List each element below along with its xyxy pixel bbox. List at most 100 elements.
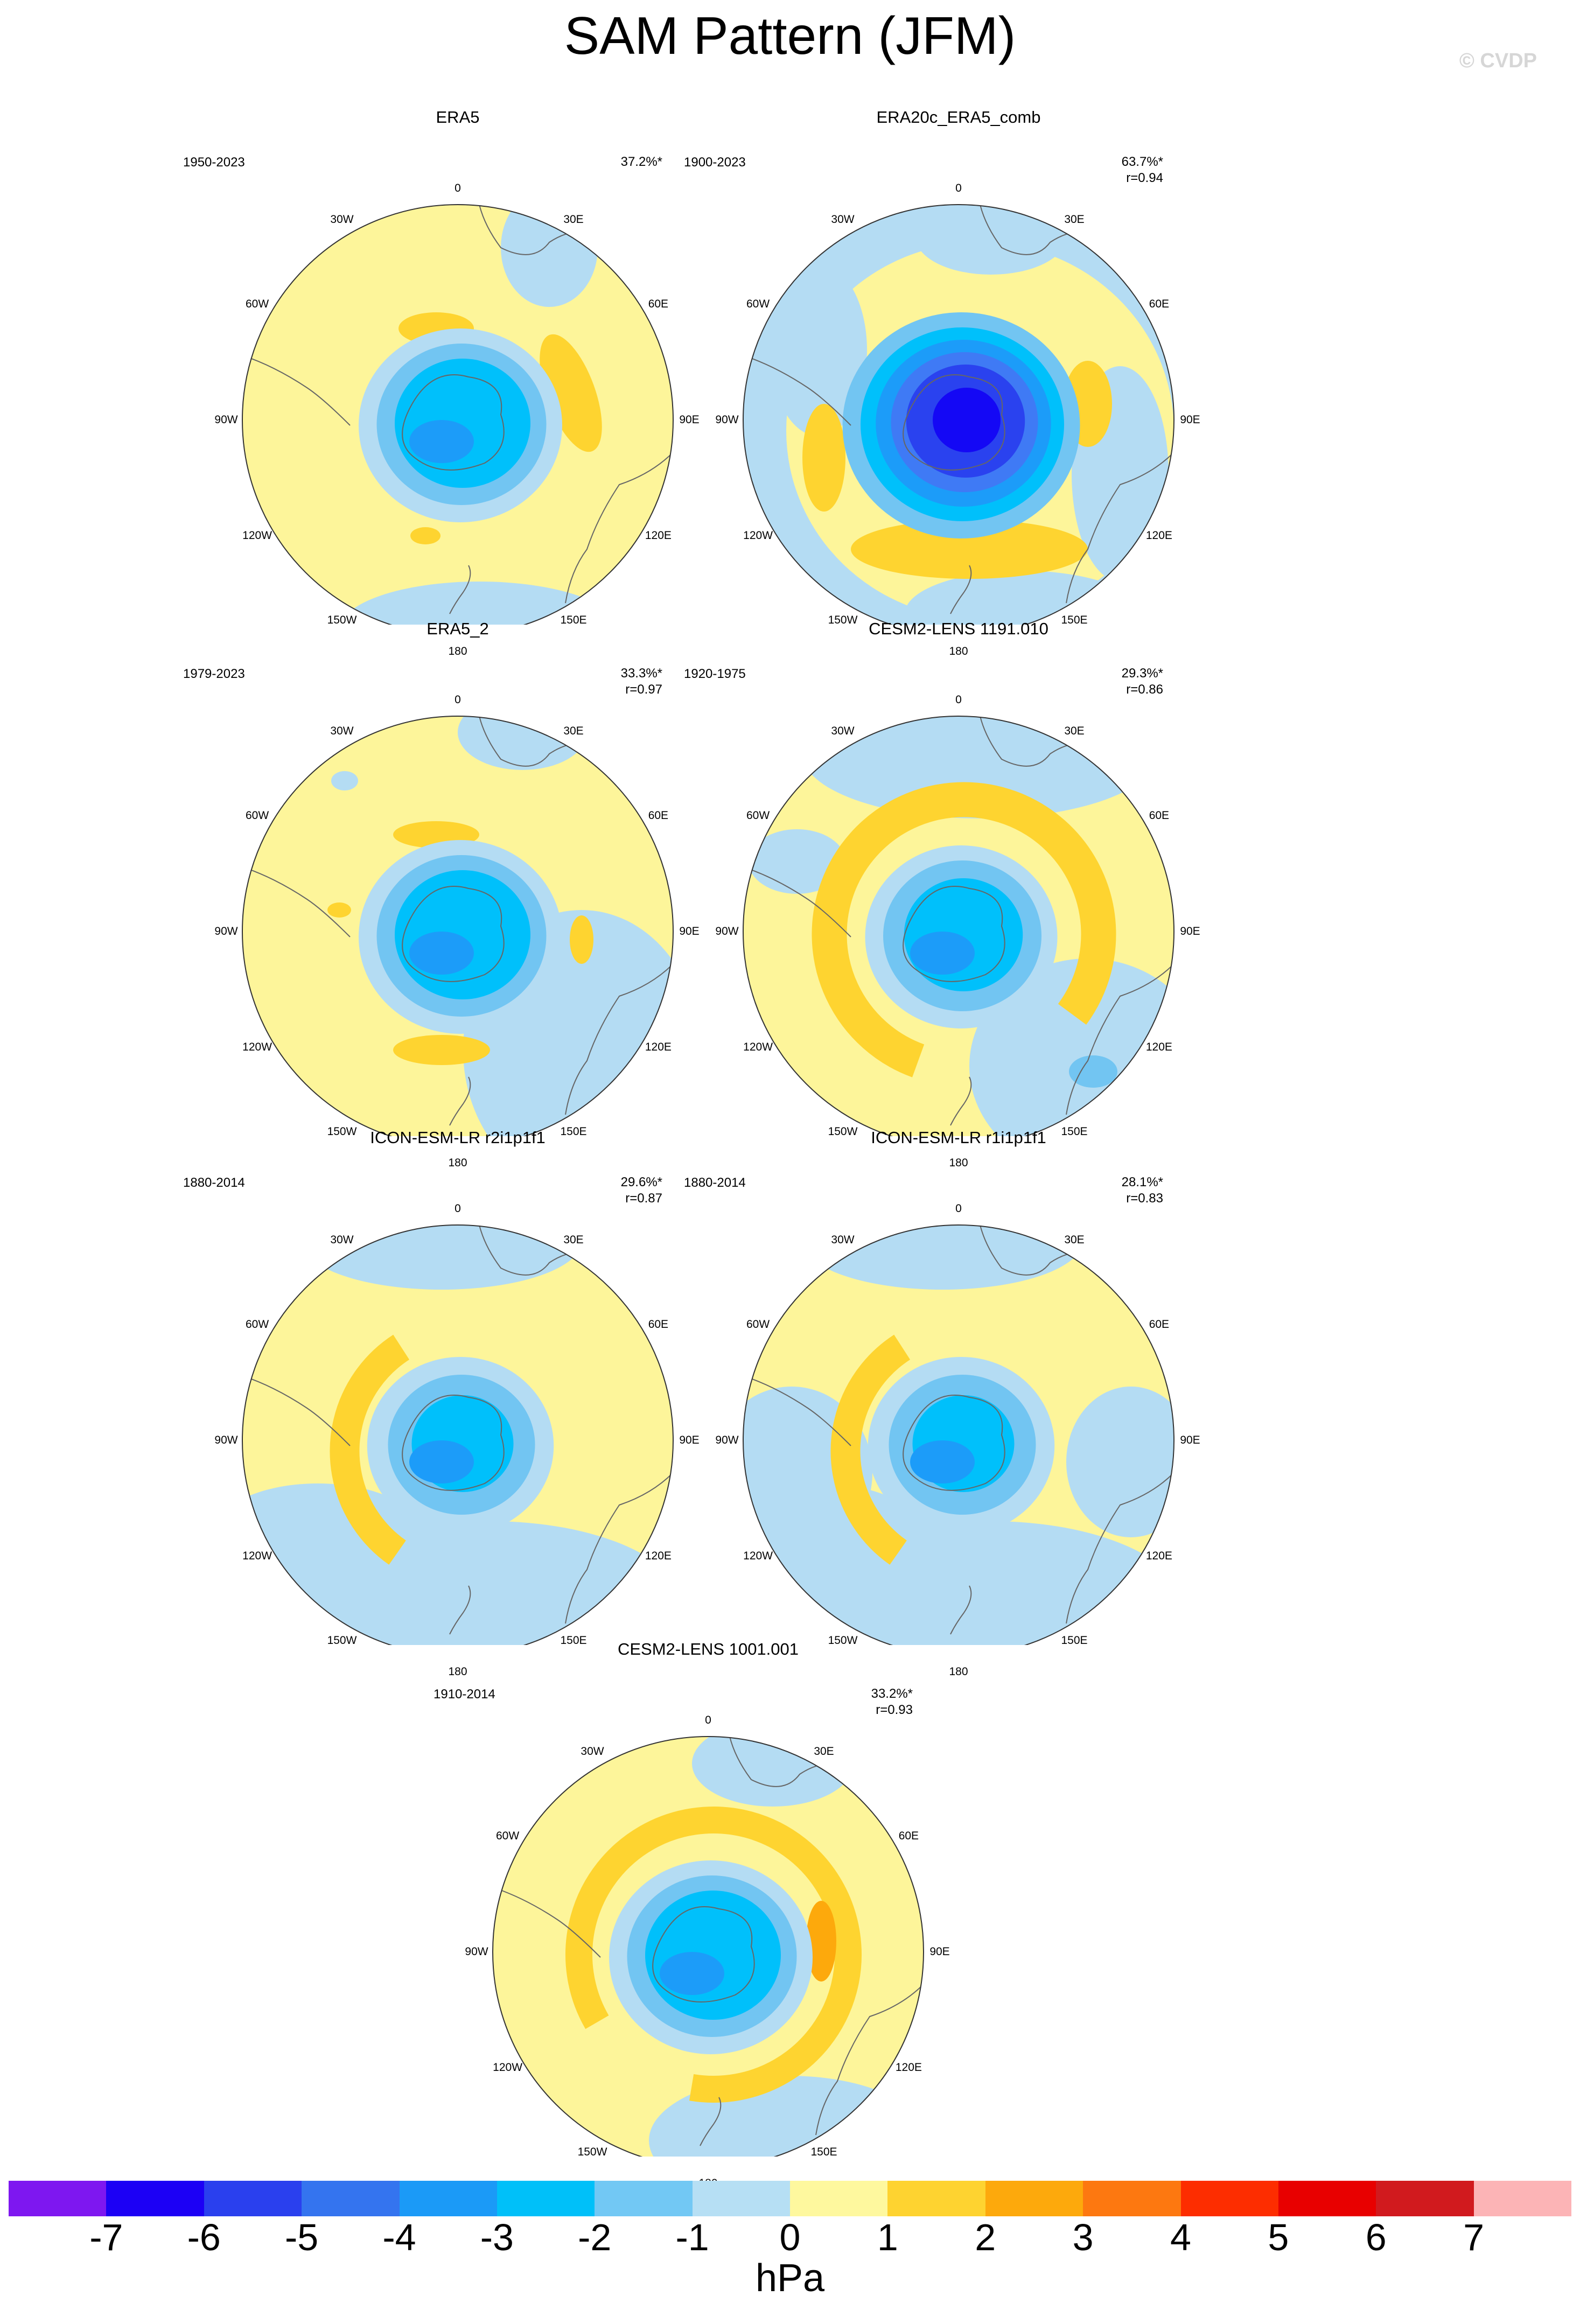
colorbar-tick-label: 6 — [1365, 2216, 1387, 2258]
positive-anomaly — [806, 1901, 836, 1982]
longitude-label: 0 — [455, 182, 461, 194]
explained-variance: 33.2%* — [871, 1686, 913, 1701]
longitude-label: 30W — [330, 1233, 354, 1246]
south-america-coastline — [242, 355, 351, 426]
australia-coastline — [815, 1984, 924, 2136]
panel-stats: 33.3%* r=0.97 — [576, 666, 662, 698]
panel-title: ERA5_2 — [427, 619, 489, 638]
new-zealand-coastline — [950, 1076, 972, 1126]
map-panel: ERA20c_ERA5_comb 1900-2023 63.7%* r=0.94 0 30… — [679, 108, 1271, 657]
colorbar-units: hPa — [755, 2257, 825, 2300]
map-border — [492, 1736, 924, 2157]
map-border — [242, 1224, 674, 1645]
panel-period: 1950-2023 — [183, 155, 245, 170]
longitude-label: 150W — [828, 1125, 858, 1138]
africa-coastline — [479, 205, 582, 255]
panel-title: CESM2-LENS 1191.010 — [869, 619, 1048, 638]
colorbar-tick-label: 2 — [975, 2216, 996, 2258]
longitude-label: 60E — [898, 1830, 919, 1842]
longitude-label: 30W — [831, 724, 855, 737]
colorbar-tick-label: -7 — [89, 2216, 123, 2258]
panel-period: 1880-2014 — [183, 1175, 245, 1190]
africa-coastline — [479, 1225, 582, 1276]
antarctica-coastline — [903, 886, 1005, 982]
colorbar-tick-label: 3 — [1072, 2216, 1094, 2258]
panel-period: 1900-2023 — [684, 155, 746, 170]
longitude-label: 30E — [1064, 724, 1085, 737]
longitude-label: 150E — [560, 1125, 587, 1138]
central-low — [395, 870, 530, 999]
panel-stats: 29.3%* r=0.86 — [1077, 666, 1163, 698]
longitude-label: 150E — [1061, 614, 1088, 627]
longitude-label: 180 — [448, 645, 467, 657]
longitude-label: 120E — [1145, 1041, 1172, 1053]
longitude-label: 120E — [645, 1041, 672, 1053]
positive-anomaly — [802, 404, 845, 512]
longitude-label: 120W — [493, 2061, 523, 2074]
longitude-label: 60E — [648, 298, 669, 310]
colorbar-swatch — [9, 2181, 107, 2216]
colorbar-swatch — [985, 2181, 1083, 2216]
new-zealand-coastline — [449, 1585, 471, 1635]
polar-map — [743, 204, 1174, 625]
negative-region — [770, 264, 867, 436]
panel-stats: 33.2%* r=0.93 — [827, 1686, 913, 1718]
map-panel: ICON-ESM-LR r2i1p1f1 1880-2014 29.6%* r=0.8… — [178, 1128, 770, 1678]
central-low-core — [409, 1440, 474, 1483]
pattern-correlation: r=0.94 — [1126, 171, 1163, 185]
australia-coastline — [565, 1472, 673, 1624]
longitude-label: 30W — [831, 213, 855, 226]
longitude-label: 120W — [242, 1041, 272, 1053]
colorbar-tick-label: -4 — [382, 2216, 416, 2258]
central-low-core — [660, 1952, 724, 1995]
longitude-label: 180 — [949, 1665, 968, 1678]
negative-region — [302, 1225, 582, 1290]
panel-stats: 28.1%* r=0.83 — [1077, 1174, 1163, 1207]
longitude-label: 0 — [955, 182, 962, 194]
central-low-core — [409, 932, 474, 975]
antarctica-coastline — [402, 374, 505, 471]
colorbar-tick-label: -2 — [578, 2216, 612, 2258]
new-zealand-coastline — [449, 565, 471, 614]
longitude-label: 0 — [705, 1714, 711, 1726]
longitude-label: 180 — [949, 645, 968, 657]
longitude-label: 90E — [679, 925, 700, 937]
longitude-label: 30E — [563, 1233, 584, 1246]
panel-stats: 63.7%* r=0.94 — [1077, 154, 1163, 186]
longitude-label: 120W — [242, 1550, 272, 1562]
longitude-label: 120W — [242, 529, 272, 542]
colorbar-swatch — [399, 2181, 497, 2216]
longitude-label: 60E — [1149, 809, 1170, 822]
south-america-coastline — [743, 866, 851, 937]
positive-anomaly — [570, 915, 593, 964]
longitude-label: 30E — [563, 724, 584, 737]
map-panel: ICON-ESM-LR r1i1p1f1 1880-2014 28.1%* r=0.8… — [679, 1128, 1271, 1678]
longitude-label: 120W — [743, 1041, 773, 1053]
negative-region — [802, 1225, 1082, 1290]
new-zealand-coastline — [950, 1585, 972, 1635]
negative-region — [501, 205, 598, 307]
pattern-correlation: r=0.87 — [625, 1191, 662, 1206]
colorbar-swatch — [497, 2181, 595, 2216]
negative-region — [749, 829, 845, 894]
antarctica-coastline — [652, 1906, 755, 2003]
colorbar — [9, 2181, 1571, 2216]
africa-coastline — [729, 1737, 833, 1787]
longitude-label: 90E — [929, 1945, 950, 1958]
panel-period: 1910-2014 — [434, 1687, 495, 1702]
longitude-label: 60W — [746, 1318, 770, 1331]
colorbar-tick-label: 5 — [1268, 2216, 1289, 2258]
colorbar-swatch — [790, 2181, 888, 2216]
australia-coastline — [565, 452, 673, 604]
central-low — [645, 1891, 781, 2020]
explained-variance: 37.2%* — [620, 155, 662, 169]
longitude-label: 150W — [327, 614, 357, 627]
longitude-label: 0 — [955, 694, 962, 706]
longitude-label: 150W — [577, 2146, 607, 2159]
polar-map — [743, 716, 1174, 1136]
longitude-label: 120E — [645, 529, 672, 542]
positive-anomaly — [393, 1035, 490, 1065]
africa-coastline — [479, 716, 582, 767]
longitude-label: 150E — [1061, 1125, 1088, 1138]
south-america-coastline — [743, 355, 851, 426]
